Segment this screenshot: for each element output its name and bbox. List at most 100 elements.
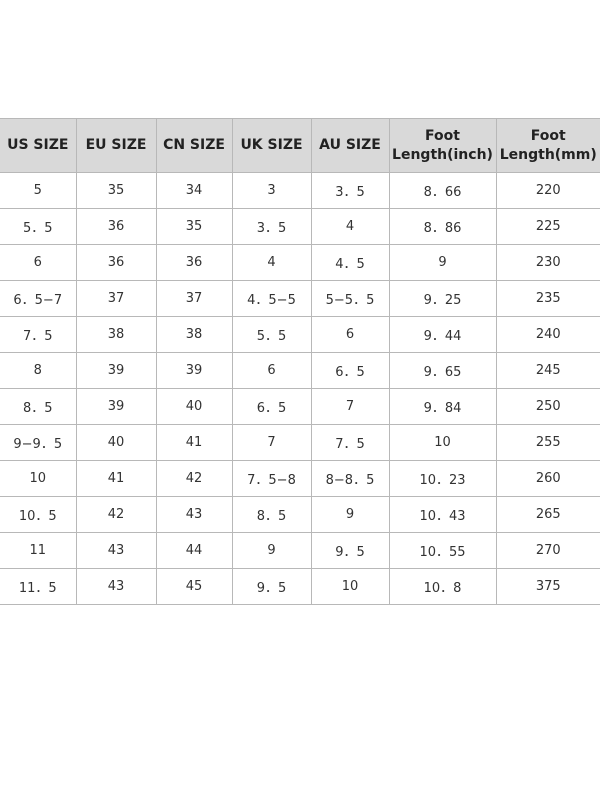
table-cell: 3: [231, 172, 312, 209]
table-cell: 10．8: [388, 568, 497, 605]
table-cell: 240: [495, 316, 600, 353]
table-row: 6．5−7 37 37 4．5−5 5−5．5 9．25 235: [0, 280, 600, 317]
table-cell: 265: [495, 496, 600, 533]
table-cell: 255: [495, 424, 600, 461]
header-cell: UK SIZE: [231, 118, 312, 173]
table-cell: 6: [231, 352, 312, 389]
table-cell: 36: [155, 244, 233, 281]
table-cell: 270: [495, 532, 600, 569]
table-cell: 4．5−5: [231, 280, 312, 317]
table-cell: 3．5: [310, 172, 390, 209]
table-cell: 4: [231, 244, 312, 281]
table-row: 11．5 43 45 9．5 10 10．8 375: [0, 568, 600, 605]
table-cell: 37: [75, 280, 157, 317]
table-cell: 9．25: [388, 280, 497, 317]
table-cell: 9: [388, 244, 497, 281]
table-cell: 7．5−8: [231, 460, 312, 497]
table-cell: 10．5: [0, 496, 77, 533]
table-cell: 5−5．5: [310, 280, 390, 317]
table-cell: 45: [155, 568, 233, 605]
table-row: 9−9．5 40 41 7 7．5 10 255: [0, 424, 600, 461]
table-cell: 9．65: [388, 352, 497, 389]
table-cell: 35: [155, 208, 233, 245]
header-cell: Foot Length(mm): [495, 118, 600, 173]
header-cell: EU SIZE: [75, 118, 157, 173]
table-cell: 6．5: [231, 388, 312, 425]
table-row: 7．5 38 38 5．5 6 9．44 240: [0, 316, 600, 353]
table-cell: 40: [75, 424, 157, 461]
table-cell: 43: [75, 568, 157, 605]
table-cell: 6．5−7: [0, 280, 77, 317]
table-cell: 10．23: [388, 460, 497, 497]
table-cell: 230: [495, 244, 600, 281]
table-cell: 4: [310, 208, 390, 245]
table-cell: 9: [310, 496, 390, 533]
table-cell: 5．5: [231, 316, 312, 353]
table-cell: 11: [0, 532, 77, 569]
table-row: 6 36 36 4 4．5 9 230: [0, 244, 600, 281]
table-cell: 9．44: [388, 316, 497, 353]
table-row: 8 39 39 6 6．5 9．65 245: [0, 352, 600, 389]
table-cell: 43: [155, 496, 233, 533]
table-cell: 375: [495, 568, 600, 605]
size-table: US SIZE EU SIZE CN SIZE UK SIZE AU SIZE Foot …: [0, 118, 600, 605]
table-cell: 4．5: [310, 244, 390, 281]
table-cell: 9−9．5: [0, 424, 77, 461]
table-cell: 10: [0, 460, 77, 497]
table-cell: 10．43: [388, 496, 497, 533]
table-cell: 5．5: [0, 208, 77, 245]
table-cell: 35: [75, 172, 157, 209]
table-cell: 8．86: [388, 208, 497, 245]
table-row: 5．5 36 35 3．5 4 8．86 225: [0, 208, 600, 245]
table-row: 10．5 42 43 8．5 9 10．43 265: [0, 496, 600, 533]
table-body: 5 35 34 3 3．5 8．66 220 5．5 36 35 3．5 4 8．86 225 6 36 36 4…: [0, 172, 600, 605]
table-cell: 235: [495, 280, 600, 317]
table-cell: 44: [155, 532, 233, 569]
table-cell: 36: [75, 208, 157, 245]
table-cell: 34: [155, 172, 233, 209]
table-cell: 260: [495, 460, 600, 497]
table-cell: 7: [310, 388, 390, 425]
table-cell: 38: [155, 316, 233, 353]
table-cell: 7．5: [0, 316, 77, 353]
table-cell: 41: [155, 424, 233, 461]
table-cell: 40: [155, 388, 233, 425]
table-cell: 10: [388, 424, 497, 461]
table-row: 11 43 44 9 9．5 10．55 270: [0, 532, 600, 569]
table-cell: 8: [0, 352, 77, 389]
table-cell: 8．66: [388, 172, 497, 209]
table-cell: 6．5: [310, 352, 390, 389]
header-cell: Foot Length(inch): [388, 118, 497, 173]
table-cell: 39: [155, 352, 233, 389]
table-row: 8．5 39 40 6．5 7 9．84 250: [0, 388, 600, 425]
table-cell: 7: [231, 424, 312, 461]
table-cell: 38: [75, 316, 157, 353]
header-cell: AU SIZE: [310, 118, 390, 173]
header-row: US SIZE EU SIZE CN SIZE UK SIZE AU SIZE Foot …: [0, 118, 600, 173]
table-cell: 39: [75, 352, 157, 389]
table-cell: 225: [495, 208, 600, 245]
table-cell: 10: [310, 568, 390, 605]
table-cell: 10．55: [388, 532, 497, 569]
table-cell: 250: [495, 388, 600, 425]
table-cell: 245: [495, 352, 600, 389]
size-chart: US SIZE EU SIZE CN SIZE UK SIZE AU SIZE Foot …: [0, 118, 600, 605]
table-cell: 36: [75, 244, 157, 281]
table-cell: 42: [75, 496, 157, 533]
table-cell: 9．5: [231, 568, 312, 605]
table-cell: 43: [75, 532, 157, 569]
table-cell: 9．5: [310, 532, 390, 569]
table-cell: 9．84: [388, 388, 497, 425]
table-cell: 11．5: [0, 568, 77, 605]
table-cell: 3．5: [231, 208, 312, 245]
table-cell: 7．5: [310, 424, 390, 461]
table-cell: 6: [310, 316, 390, 353]
header-cell: US SIZE: [0, 118, 77, 173]
table-row: 10 41 42 7．5−8 8−8．5 10．23 260: [0, 460, 600, 497]
table-cell: 42: [155, 460, 233, 497]
header-cell: CN SIZE: [155, 118, 233, 173]
table-cell: 37: [155, 280, 233, 317]
table-cell: 5: [0, 172, 77, 209]
table-cell: 9: [231, 532, 312, 569]
